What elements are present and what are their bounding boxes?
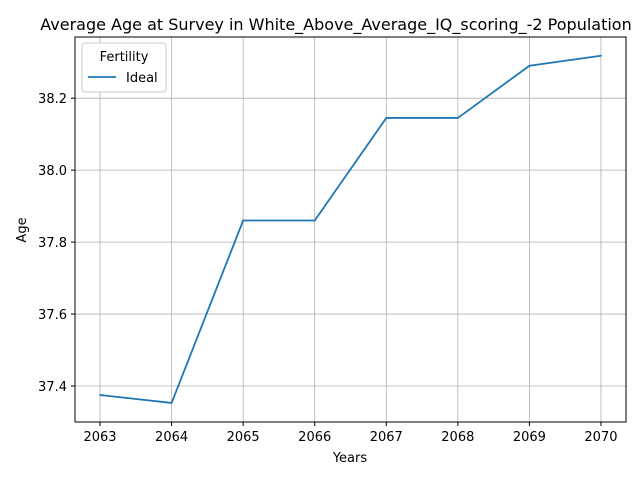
- x-tick-label: 2068: [441, 430, 474, 445]
- y-tick-label: 38.2: [38, 92, 67, 107]
- y-tick-label: 38.0: [38, 164, 67, 179]
- x-axis-label: Years: [332, 451, 368, 466]
- data-point: [385, 117, 388, 119]
- data-point: [170, 402, 173, 404]
- data-point: [528, 64, 531, 67]
- data-point: [600, 54, 602, 57]
- x-tick-label: 2067: [370, 430, 403, 445]
- grid: [75, 37, 626, 422]
- legend: Fertility Ideal: [81, 42, 167, 93]
- x-tick-label: 2064: [155, 430, 188, 445]
- x-tick-label: 2065: [227, 430, 260, 445]
- y-axis-label: Age: [15, 217, 30, 242]
- x-tick-label: 2070: [584, 430, 617, 445]
- x-tick-label: 2069: [513, 430, 546, 445]
- data-point: [242, 219, 245, 222]
- legend-label-ideal: Ideal: [126, 71, 158, 86]
- data-point: [99, 394, 101, 396]
- series-layer: [99, 54, 602, 404]
- legend-title: Fertility: [100, 50, 149, 65]
- data-point: [456, 117, 459, 119]
- series-line-ideal: [99, 54, 602, 404]
- legend-box: [81, 42, 167, 93]
- x-tick-label: 2063: [83, 430, 116, 445]
- y-tick-label: 37.6: [38, 308, 67, 323]
- y-tick-label: 37.8: [38, 236, 67, 251]
- y-tick-label: 37.4: [38, 380, 67, 395]
- ticks: 2063 2064 2065 2066 2067 2068 2069 2070 37.4 37.6…: [38, 92, 617, 445]
- data-point: [313, 219, 316, 222]
- plot-frame: [74, 36, 627, 423]
- x-tick-label: 2066: [298, 430, 331, 445]
- chart-title: Average Age at Survey in White_Above_Ave…: [40, 15, 631, 35]
